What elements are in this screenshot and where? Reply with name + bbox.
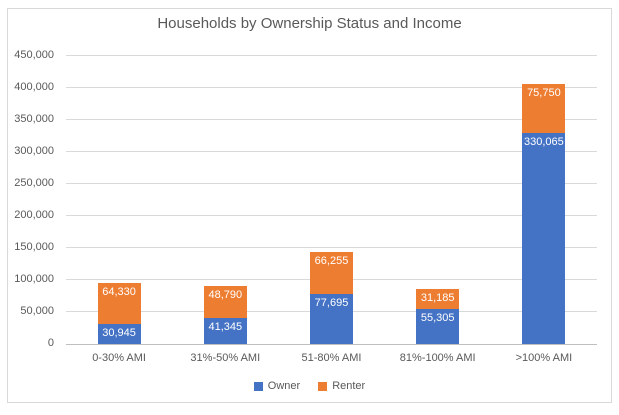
chart-title: Households by Ownership Status and Incom… (157, 15, 462, 32)
y-tick-label: 300,000 (14, 145, 54, 157)
bar-value-label: 48,790 (208, 289, 243, 302)
x-category-label: 31%-50% AMI (190, 352, 261, 364)
bar: 30,945 64,330 (97, 56, 141, 344)
y-tick-label: 350,000 (14, 113, 54, 125)
chart: Households by Ownership Status and Incom… (7, 8, 612, 403)
bar-segment-owner: 330,065 (522, 132, 566, 344)
gridline (66, 151, 597, 152)
bar-segment-owner: 77,695 (310, 294, 353, 344)
bar-segment-renter: 75,750 (522, 84, 566, 133)
gridline (66, 183, 597, 184)
x-category-label: 0-30% AMI (92, 352, 146, 364)
gridline (66, 215, 597, 216)
y-tick-label: 400,000 (14, 81, 54, 93)
plot-area: 30,945 64,330 41,345 48,790 77,695 66,255 55,3… (66, 55, 597, 345)
y-tick-label: 100,000 (14, 273, 54, 285)
bar-value-label: 55,305 (420, 311, 455, 324)
gridline (66, 55, 597, 56)
bar-segment-owner: 30,945 (97, 324, 141, 344)
bar-value-label: 330,065 (524, 135, 564, 148)
bar-segment-renter: 64,330 (97, 283, 141, 325)
legend-swatch-icon (318, 381, 328, 391)
bar-segment-renter: 48,790 (203, 286, 247, 318)
legend-item: Owner (253, 379, 301, 393)
bar-value-label: 77,695 (314, 297, 349, 310)
x-axis-line (66, 344, 597, 345)
y-tick-label: 250,000 (14, 177, 54, 189)
bar-segment-renter: 31,185 (416, 288, 460, 309)
y-tick-label: 50,000 (20, 305, 54, 317)
bar-value-label: 75,750 (527, 87, 561, 100)
y-axis-labels: 0 50,000 100,000 150,000 200,000 250,000 300,0… (8, 49, 54, 349)
x-axis-labels: 0-30% AMI 31%-50% AMI 51-80% AMI 81%-100% A… (66, 351, 597, 365)
bar-value-label: 64,330 (102, 286, 136, 299)
legend-label: Renter (332, 380, 366, 392)
bar-segment-owner: 41,345 (203, 317, 247, 344)
y-tick-label: 150,000 (14, 241, 54, 253)
legend-label: Owner (267, 380, 301, 392)
bar-value-label: 31,185 (420, 291, 455, 304)
bar-value-label: 41,345 (208, 320, 243, 333)
x-category-label: >100% AMI (515, 352, 573, 364)
bar-segment-renter: 66,255 (310, 251, 353, 295)
gridline (66, 87, 597, 88)
legend-swatch-icon (253, 381, 263, 391)
bar: 77,695 66,255 (310, 56, 353, 344)
x-category-label: 51-80% AMI (301, 352, 362, 364)
bar-value-label: 66,255 (314, 254, 349, 267)
gridline (66, 119, 597, 120)
legend-item: Renter (318, 379, 365, 393)
y-tick-label: 200,000 (14, 209, 54, 221)
gridline (66, 247, 597, 248)
bar: 330,065 75,750 (522, 56, 566, 344)
bar-value-label: 30,945 (102, 327, 136, 340)
x-category-label: 81%-100% AMI (399, 352, 476, 364)
bar-segment-owner: 55,305 (416, 308, 460, 344)
y-tick-label: 450,000 (14, 49, 54, 61)
bar: 41,345 48,790 (203, 56, 247, 344)
y-tick-label: 0 (47, 337, 54, 349)
bar: 55,305 31,185 (416, 56, 460, 344)
legend: Owner Renter (8, 378, 611, 394)
